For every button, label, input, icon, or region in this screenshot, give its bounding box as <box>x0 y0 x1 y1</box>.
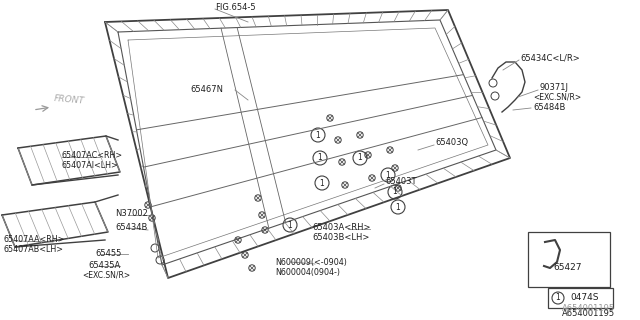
Text: 65403Q: 65403Q <box>435 139 468 148</box>
Text: 1: 1 <box>319 179 324 188</box>
Text: 1: 1 <box>287 220 292 229</box>
Bar <box>548 288 613 308</box>
Text: 65455: 65455 <box>95 249 122 258</box>
Text: 65427: 65427 <box>554 263 582 273</box>
Text: 1: 1 <box>358 154 362 163</box>
Text: 65407AA<RH>: 65407AA<RH> <box>3 236 65 244</box>
Text: 65484B: 65484B <box>533 102 565 111</box>
Text: 65435A: 65435A <box>88 260 120 269</box>
Text: 1: 1 <box>556 293 561 302</box>
Text: 65467N: 65467N <box>190 85 223 94</box>
Text: <EXC.SN/R>: <EXC.SN/R> <box>82 270 130 279</box>
Text: 65407AI<LH>: 65407AI<LH> <box>62 161 119 170</box>
Text: A654001195: A654001195 <box>562 308 615 317</box>
Text: 90371J: 90371J <box>540 84 569 92</box>
Text: FIG.654-5: FIG.654-5 <box>215 3 255 12</box>
Text: 0474S: 0474S <box>570 293 598 302</box>
Text: 1: 1 <box>316 131 321 140</box>
Text: 65434C<L/R>: 65434C<L/R> <box>520 53 580 62</box>
Text: 1: 1 <box>386 171 390 180</box>
Text: 65403T: 65403T <box>385 178 417 187</box>
Text: 1: 1 <box>396 203 401 212</box>
Text: <EXC.SN/R>: <EXC.SN/R> <box>533 92 581 101</box>
Text: N37002: N37002 <box>115 209 148 218</box>
Text: N600004(0904-): N600004(0904-) <box>275 268 340 276</box>
Text: 65434B: 65434B <box>115 223 147 233</box>
Text: A654001195: A654001195 <box>562 304 615 313</box>
Bar <box>528 232 610 287</box>
Text: FRONT: FRONT <box>54 94 85 106</box>
Text: 65407AB<LH>: 65407AB<LH> <box>3 245 63 254</box>
Text: 65403B<LH>: 65403B<LH> <box>312 233 369 242</box>
Text: 1: 1 <box>392 188 397 196</box>
Text: N600009(<-0904): N600009(<-0904) <box>275 258 347 267</box>
Text: 65403A<RH>: 65403A<RH> <box>312 222 371 231</box>
Text: 65407AC<RH>: 65407AC<RH> <box>62 150 123 159</box>
Text: 1: 1 <box>317 154 323 163</box>
